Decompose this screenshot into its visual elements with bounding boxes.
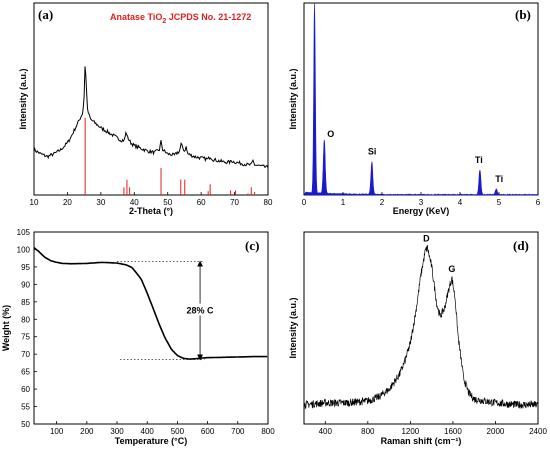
panel-a-xtick-label: 30 bbox=[96, 198, 105, 207]
panel-a-xtick-label: 80 bbox=[264, 198, 273, 207]
panel-a-xtick-label: 40 bbox=[130, 198, 139, 207]
panel-b-peak-label: C bbox=[321, 0, 328, 1]
panel-d-raman: (d) DG 400 800 1200 1600 2000 2400 Raman shif… bbox=[288, 231, 547, 446]
panel-b-xtick-label: 4 bbox=[458, 198, 463, 207]
panel-b-xtick-label: 5 bbox=[497, 198, 502, 207]
panel-c-ytick-label: 85 bbox=[21, 298, 30, 307]
panel-a-xlabel: 2-Theta (°) bbox=[129, 206, 173, 216]
panel-b-peak-labels: C O Si Ti Ti bbox=[321, 0, 504, 184]
panel-b-xtick-label: 2 bbox=[380, 198, 385, 207]
panel-a-title: Anatase TiO2 JCPDS No. 21-1272 bbox=[110, 12, 251, 25]
panel-b-peak-label: O bbox=[327, 129, 334, 139]
panel-c-ytick-label: 70 bbox=[21, 350, 30, 359]
panel-d-xtick-label: 1200 bbox=[401, 427, 419, 436]
panel-a-xtick-label: 50 bbox=[163, 198, 172, 207]
panel-c-y-ticks: 50 55 60 65 70 75 80 85 90 95 100 105 bbox=[17, 228, 37, 429]
panel-b-frame bbox=[303, 2, 539, 196]
panel-b-x-ticks: 0 1 2 3 4 5 6 bbox=[302, 192, 541, 207]
panel-a-frame bbox=[33, 2, 269, 196]
panel-c-xlabel: Temperature (°C) bbox=[115, 436, 187, 446]
panel-d-frame bbox=[303, 231, 539, 425]
panel-c-label: (c) bbox=[245, 238, 259, 253]
panel-a-title-main: Anatase TiO bbox=[110, 12, 162, 22]
panel-c-xtick-label: 700 bbox=[231, 427, 245, 436]
panel-c-xtick-label: 500 bbox=[171, 427, 185, 436]
panel-a-x-ticks: 10 20 30 40 50 60 70 80 bbox=[30, 192, 273, 207]
panel-b-xlabel: Energy (KeV) bbox=[393, 206, 450, 216]
panel-d-peak-labels: DG bbox=[423, 233, 455, 274]
panel-c-ytick-label: 95 bbox=[21, 263, 30, 272]
panel-b-ylabel: Intensity (a.u.) bbox=[288, 68, 298, 129]
panel-a-title-rest: JCPDS No. 21-1272 bbox=[166, 12, 251, 22]
panel-a-title-sub: 2 bbox=[162, 18, 166, 25]
panel-c-ytick-label: 105 bbox=[17, 228, 31, 237]
panel-b-eds: (b) C O Si Ti Ti 0 1 2 3 4 5 6 Energy (KeV) Intens… bbox=[288, 0, 541, 216]
panel-c-xtick-label: 400 bbox=[141, 427, 155, 436]
panel-a-xrd: (a) Anatase TiO2 JCPDS No. 21-1272 10 20 3… bbox=[18, 2, 273, 216]
panel-c-ytick-label: 55 bbox=[21, 403, 30, 412]
panel-a-label: (a) bbox=[38, 7, 53, 22]
panel-d-x-ticks: 400 800 1200 1600 2000 2400 bbox=[319, 421, 547, 436]
panel-d-series-line bbox=[303, 244, 539, 410]
panel-c-ytick-label: 80 bbox=[21, 315, 30, 324]
panel-a-xtick-label: 60 bbox=[197, 198, 206, 207]
panel-c-ytick-label: 65 bbox=[21, 368, 30, 377]
panel-d-xtick-label: 1600 bbox=[444, 427, 462, 436]
panel-d-xlabel: Raman shift (cm⁻¹) bbox=[381, 436, 462, 446]
panel-c-series-line bbox=[33, 247, 268, 360]
panel-d-label: (d) bbox=[513, 238, 529, 253]
panel-b-peak-label: Ti bbox=[495, 174, 503, 184]
panel-a-xtick-label: 10 bbox=[30, 198, 39, 207]
panel-b-xtick-label: 0 bbox=[302, 198, 307, 207]
panel-b-peak-label: Ti bbox=[475, 155, 483, 165]
panel-d-xtick-label: 800 bbox=[361, 427, 375, 436]
panel-c-xtick-label: 300 bbox=[110, 427, 124, 436]
panel-a-ylabel: Intensity (a.u.) bbox=[18, 68, 28, 129]
panel-c-tga: (c) 28% C 100 200 300 400 500 600 700 800 50 55 6… bbox=[1, 228, 275, 446]
panel-d-ylabel: Intensity (a.u.) bbox=[288, 297, 298, 358]
panel-d-xtick-label: 2400 bbox=[529, 427, 547, 436]
panel-b-spectrum bbox=[303, 2, 539, 196]
panel-c-ytick-label: 50 bbox=[21, 420, 30, 429]
panel-c-frame bbox=[33, 231, 269, 425]
panel-b-xtick-label: 6 bbox=[536, 198, 541, 207]
panel-b-label: (b) bbox=[515, 7, 531, 22]
panel-c-ytick-label: 75 bbox=[21, 333, 30, 342]
panel-c-annotation: 28% C bbox=[187, 306, 215, 316]
panel-d-peak-label: D bbox=[423, 233, 430, 243]
panel-c-xtick-label: 800 bbox=[261, 427, 275, 436]
panel-d-peak-label: G bbox=[448, 264, 455, 274]
panel-c-ylabel: Weight (%) bbox=[1, 305, 11, 351]
panel-c-ytick-label: 90 bbox=[21, 280, 30, 289]
panel-b-xtick-label: 1 bbox=[341, 198, 346, 207]
panel-c-x-ticks: 100 200 300 400 500 600 700 800 bbox=[50, 421, 275, 436]
panel-c-xtick-label: 600 bbox=[201, 427, 215, 436]
panel-c-xtick-label: 100 bbox=[50, 427, 64, 436]
panel-a-xtick-label: 20 bbox=[63, 198, 72, 207]
panel-a-series-line bbox=[33, 66, 269, 169]
panel-c-annotation-bg bbox=[184, 303, 217, 316]
panel-a-reference-lines bbox=[84, 118, 256, 195]
panel-a-xtick-label: 70 bbox=[230, 198, 239, 207]
panel-b-xtick-label: 3 bbox=[419, 198, 424, 207]
panel-c-ytick-label: 100 bbox=[17, 245, 31, 254]
panel-d-xtick-label: 400 bbox=[319, 427, 333, 436]
panel-c-ytick-label: 60 bbox=[21, 385, 30, 394]
panel-b-peak-label: Si bbox=[368, 146, 377, 156]
panel-d-xtick-label: 2000 bbox=[487, 427, 505, 436]
panel-c-xtick-label: 200 bbox=[80, 427, 94, 436]
